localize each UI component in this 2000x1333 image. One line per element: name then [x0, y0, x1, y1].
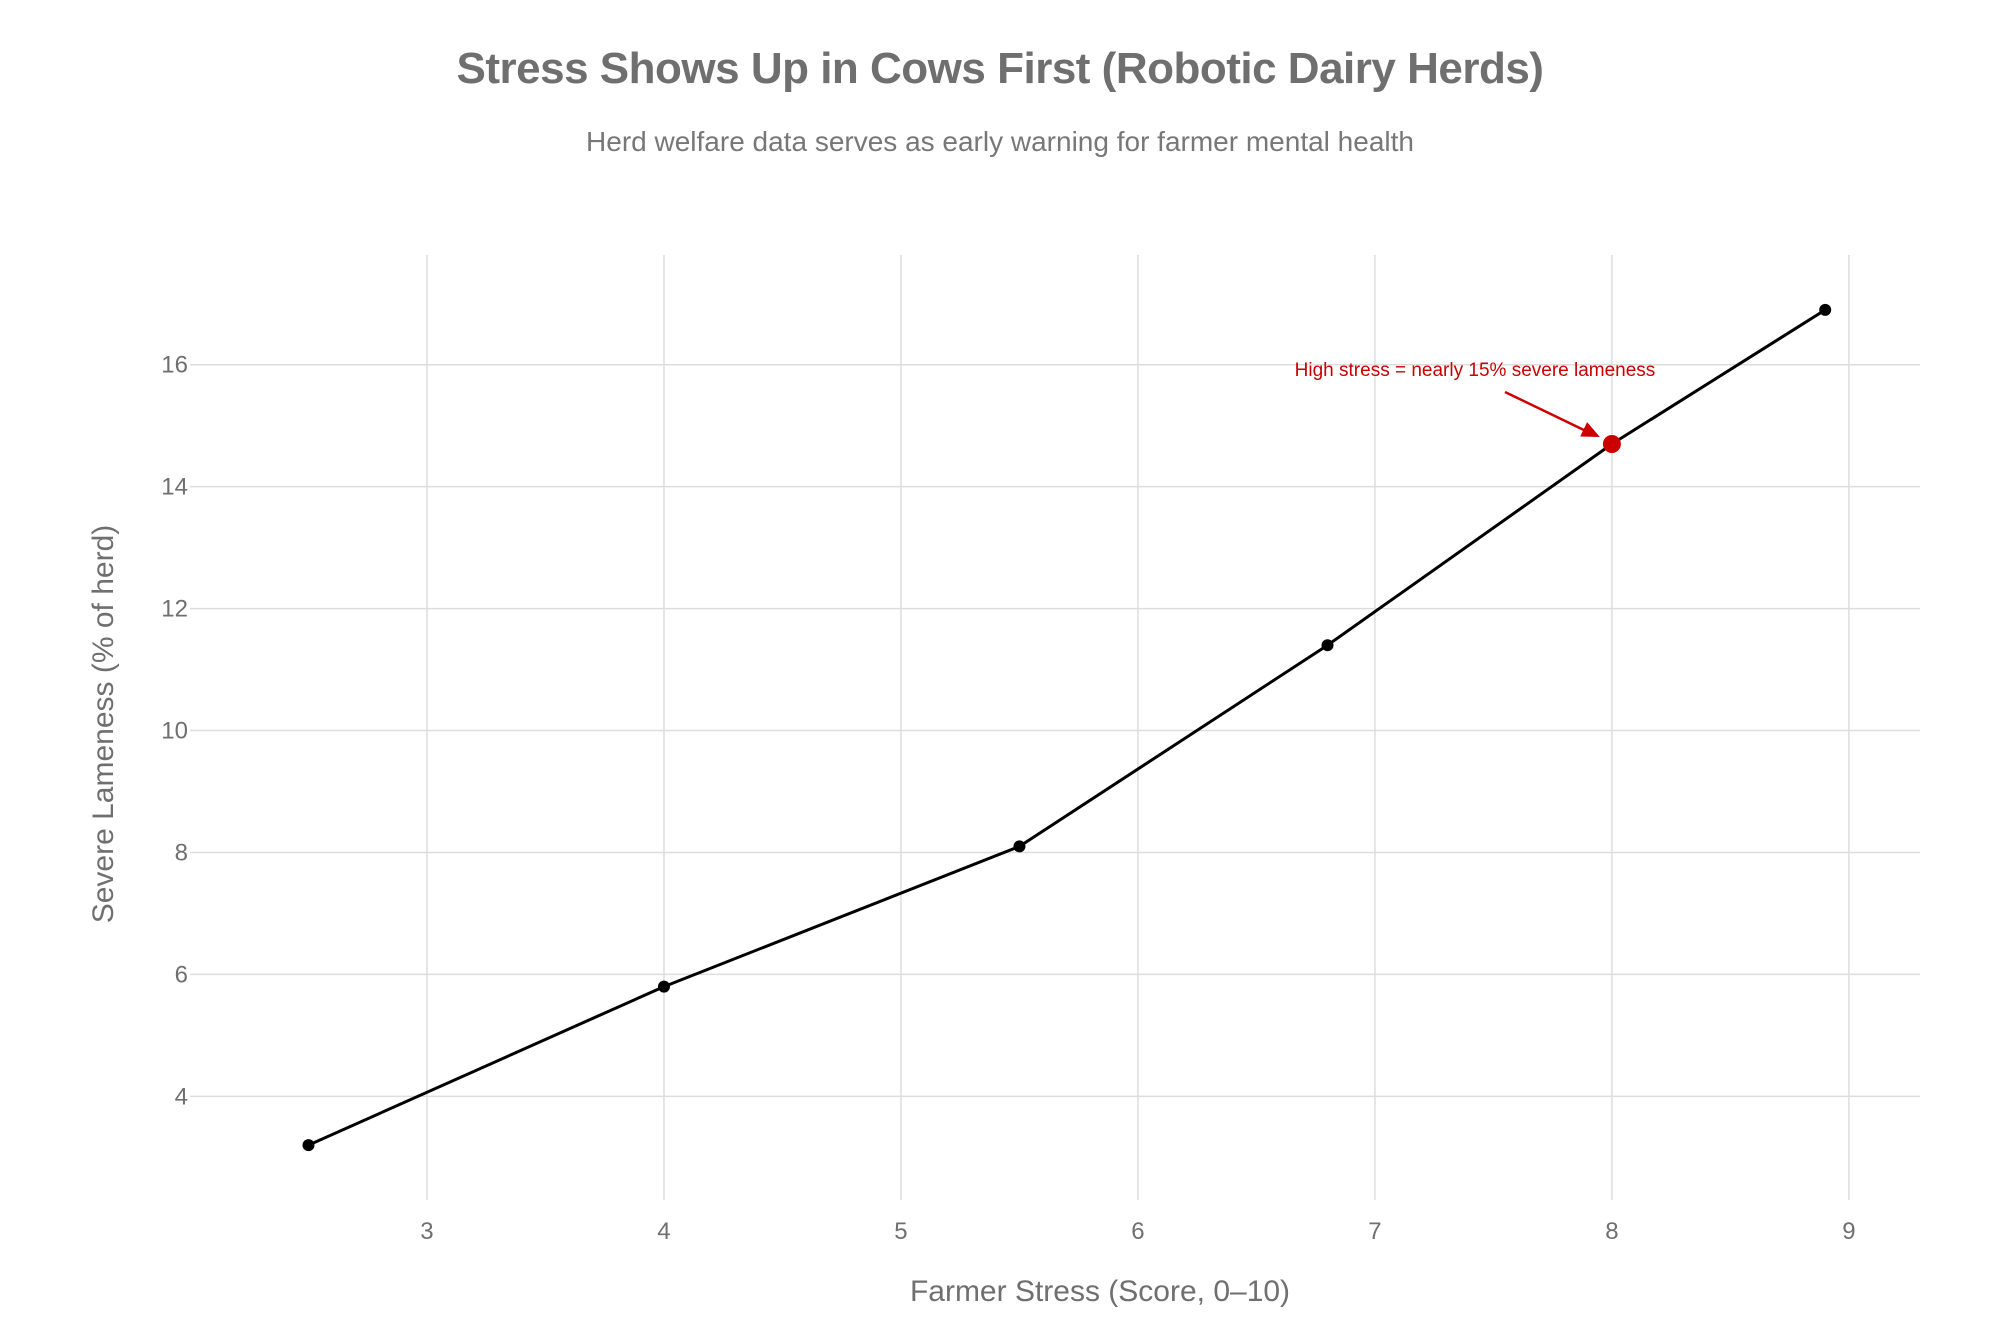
annotation-arrow	[1504, 390, 1587, 433]
x-axis-label: Farmer Stress (Score, 0–10)	[910, 1275, 1290, 1308]
y-axis-label: Severe Lameness (% of herd)	[87, 525, 120, 924]
annotation-group: High stress = nearly 15% severe lameness	[1295, 360, 1656, 453]
y-tick-label: 14	[161, 474, 188, 501]
gridlines	[190, 255, 1920, 1200]
y-tick-label: 4	[175, 1083, 188, 1110]
y-tick-label: 16	[161, 352, 188, 379]
x-tick-label: 6	[1131, 1218, 1144, 1245]
data-point	[657, 980, 670, 993]
series-line	[307, 308, 1826, 1147]
y-tick-label: 10	[161, 718, 188, 745]
x-tick-label: 7	[1368, 1218, 1381, 1245]
x-tick-label: 3	[420, 1218, 433, 1245]
chart-subtitle: Herd welfare data serves as early warnin…	[586, 126, 1414, 157]
data-point	[1819, 303, 1832, 316]
x-tick-label: 4	[657, 1218, 670, 1245]
tick-labels: 3 4 5 6 7 8 9 4 6 8 10 12 14 16	[161, 352, 1855, 1245]
highlight-point	[1602, 435, 1621, 453]
data-series	[302, 303, 1832, 1152]
y-tick-label: 12	[161, 596, 188, 623]
x-tick-label: 5	[894, 1218, 907, 1245]
x-tick-label: 9	[1842, 1218, 1855, 1245]
y-tick-label: 8	[175, 839, 188, 866]
data-point	[1321, 639, 1334, 652]
data-point	[1013, 840, 1026, 853]
annotation-text: High stress = nearly 15% severe lameness	[1295, 360, 1656, 381]
x-tick-label: 8	[1605, 1218, 1618, 1245]
annotation-arrowhead	[1580, 422, 1600, 437]
chart-title: Stress Shows Up in Cows First (Robotic D…	[456, 44, 1544, 93]
y-tick-label: 6	[175, 961, 188, 988]
data-point	[302, 1139, 315, 1152]
